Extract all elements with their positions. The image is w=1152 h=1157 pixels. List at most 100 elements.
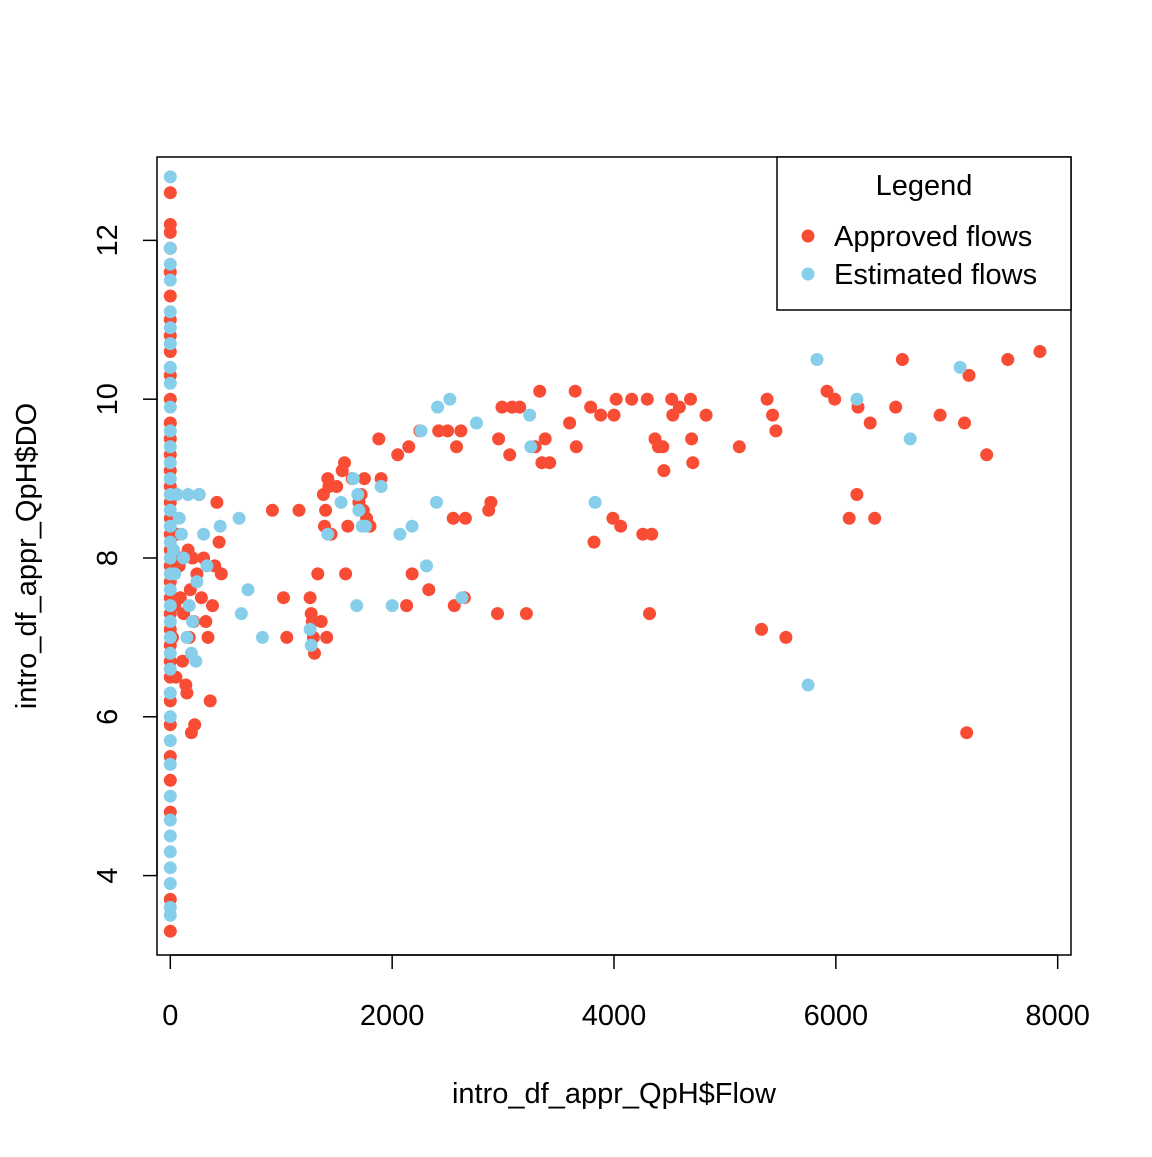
data-point [163,813,177,827]
data-point [163,337,177,351]
data-point [980,448,994,462]
data-point [163,662,177,676]
data-point [636,527,650,541]
data-point [163,376,177,390]
data-point [163,289,177,303]
data-point [1033,345,1047,358]
data-point [732,440,746,454]
plot-frame [156,156,1072,956]
data-point [163,273,177,287]
data-point [903,432,917,446]
data-point [232,511,246,525]
data-point [420,559,433,573]
data-point [167,543,181,557]
data-point [609,392,623,406]
data-point [820,384,834,398]
data-point [168,567,182,581]
data-point [755,622,768,636]
data-point [842,511,856,525]
y-tick-label: 8 [92,550,124,566]
data-point [194,591,208,605]
data-point [163,519,177,533]
data-point [391,448,405,462]
data-point [385,599,399,613]
data-point [656,440,670,454]
x-tick-label: 2000 [360,1000,425,1032]
data-point [495,400,509,414]
legend-title: Legend [876,170,973,202]
legend-label-approved: Approved flows [834,221,1032,253]
data-point [491,607,504,621]
y-tick-label: 12 [92,224,124,256]
x-tick-label: 6000 [804,1000,869,1032]
data-point [519,607,533,621]
data-point [163,241,177,255]
y-tick-label: 6 [92,709,124,725]
data-point [868,511,882,525]
data-point [163,456,177,470]
data-point [163,440,177,454]
data-point [933,408,947,422]
data-point [214,567,228,581]
data-point [405,567,419,581]
data-point [163,630,177,644]
data-point [779,630,793,644]
data-point [414,424,428,438]
data-point [304,638,318,652]
data-point [163,305,177,319]
data-point [962,368,976,382]
data-point [1001,353,1015,366]
data-point [163,186,177,200]
data-point [372,432,386,446]
data-point [769,424,783,438]
data-point [524,440,538,454]
data-point [352,503,366,517]
data-point [350,599,364,613]
data-point [176,654,189,668]
data-point [672,400,686,414]
data-point [684,392,697,406]
data-point [594,408,608,422]
data-point [766,408,780,422]
data-point [255,630,269,644]
data-point [533,384,547,398]
data-point [163,877,177,890]
data-point [181,488,195,501]
data-point [543,456,557,470]
data-point [163,170,177,184]
data-point [850,488,864,501]
data-point [186,615,199,628]
data-point [163,257,177,271]
data-point [192,488,206,501]
data-point [177,551,191,565]
data-point [454,424,468,438]
data-point [314,615,328,628]
data-point [563,416,577,430]
data-point [569,440,583,454]
points-layer [163,170,1047,938]
data-point [889,400,903,414]
legend-marker-estimated [801,267,815,281]
data-point [163,861,177,875]
data-point [180,686,194,700]
data-point [393,527,407,541]
data-point [443,392,457,406]
data-point [163,686,177,700]
data-point [234,607,248,621]
data-point [341,519,355,533]
data-point [359,519,372,533]
data-point [265,503,279,517]
data-point [446,511,460,525]
data-point [338,456,351,470]
data-point [828,392,842,406]
series-1 [163,170,967,922]
data-point [643,607,656,621]
data-point [210,495,224,509]
data-point [357,472,371,486]
data-point [645,527,659,541]
data-point [163,503,177,517]
data-point [311,567,325,581]
data-point [430,495,443,509]
data-point [339,567,353,581]
